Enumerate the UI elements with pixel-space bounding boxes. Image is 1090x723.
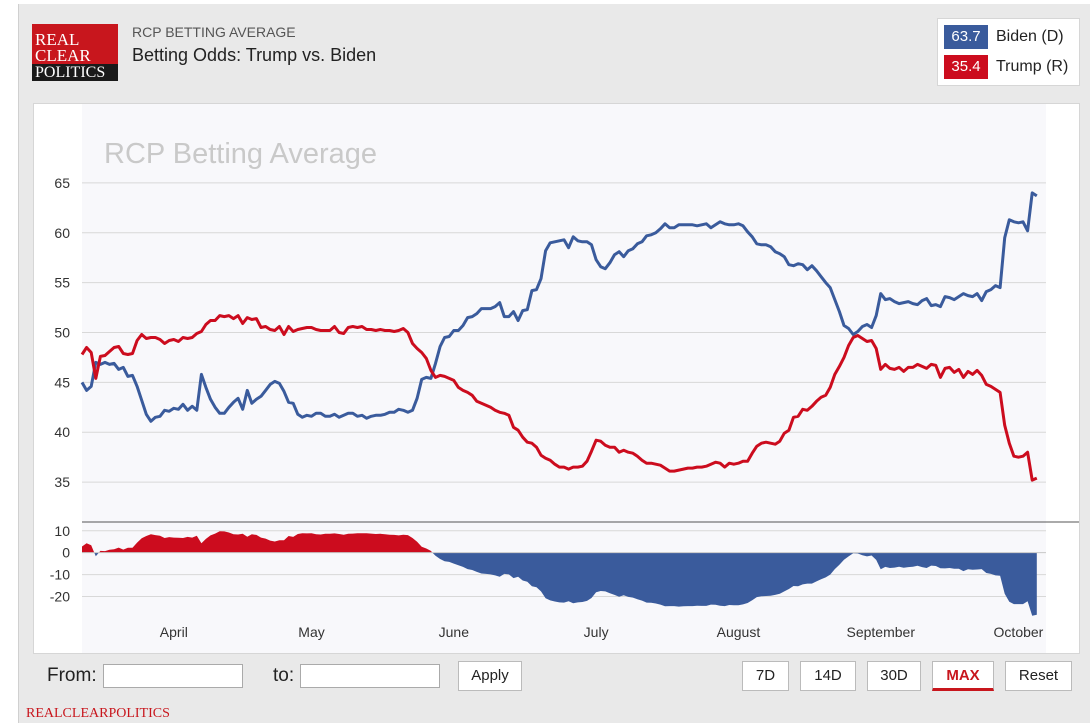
to-label: to:	[273, 665, 295, 686]
y-tick-label: 35	[54, 474, 70, 490]
legend-value-trump: 35.4	[944, 55, 988, 79]
chart-kicker: RCP BETTING AVERAGE	[132, 24, 296, 40]
to-date-input[interactable]	[300, 664, 440, 688]
range-30d-button[interactable]: 30D	[867, 661, 921, 691]
footer-brand: REALCLEARPOLITICS	[26, 706, 170, 721]
apply-button[interactable]: Apply	[458, 661, 522, 691]
x-month-label: September	[847, 624, 916, 640]
x-month-label: April	[160, 624, 188, 640]
series-line-biden	[80, 191, 1038, 423]
x-month-label: June	[439, 624, 470, 640]
logo-line-3: POLITICS	[32, 64, 118, 81]
y-tick-label: 60	[54, 225, 70, 241]
spread-y-tick-label: 10	[54, 523, 70, 539]
x-month-label: May	[298, 624, 324, 640]
y-tick-label: 55	[54, 275, 70, 291]
rcp-logo[interactable]: REAL CLEAR POLITICS	[32, 24, 118, 81]
legend-label-trump: Trump (R)	[996, 58, 1069, 75]
x-month-label: August	[717, 624, 761, 640]
reset-button[interactable]: Reset	[1005, 661, 1072, 691]
chart-watermark-title: RCP Betting Average	[104, 138, 377, 170]
spread-area-biden-lead	[82, 552, 1037, 616]
spread-y-tick-label: -20	[50, 588, 70, 604]
legend-label-biden: Biden (D)	[996, 28, 1064, 45]
x-month-label: October	[994, 624, 1044, 640]
logo-line-1: REAL	[35, 30, 80, 49]
spread-y-tick-label: 0	[62, 545, 70, 561]
chart-area: RCP Betting Average 35 40 45 50 55 60 65 10 0 -10 -…	[33, 103, 1080, 654]
range-7d-button[interactable]: 7D	[742, 661, 789, 691]
from-date-input[interactable]	[103, 664, 243, 688]
series-line-trump	[80, 314, 1038, 482]
y-tick-label: 50	[54, 325, 70, 341]
spread-y-tick-label: -10	[50, 567, 70, 583]
y-tick-label: 65	[54, 175, 70, 191]
logo-line-2: CLEAR	[35, 46, 91, 65]
x-month-label: July	[584, 624, 609, 640]
chart-title: Betting Odds: Trump vs. Biden	[132, 45, 377, 65]
range-14d-button[interactable]: 14D	[800, 661, 856, 691]
chart-svg: RCP Betting Average 35 40 45 50 55 60 65 10 0 -10 -…	[50, 104, 1079, 653]
legend: 63.7 Biden (D) 35.4 Trump (R)	[937, 18, 1080, 86]
from-label: From:	[47, 665, 97, 686]
spread-area-trump-lead	[82, 531, 1037, 553]
y-tick-label: 40	[54, 424, 70, 440]
legend-value-biden: 63.7	[944, 25, 988, 49]
range-max-button[interactable]: MAX	[932, 661, 994, 691]
y-tick-label: 45	[54, 374, 70, 390]
